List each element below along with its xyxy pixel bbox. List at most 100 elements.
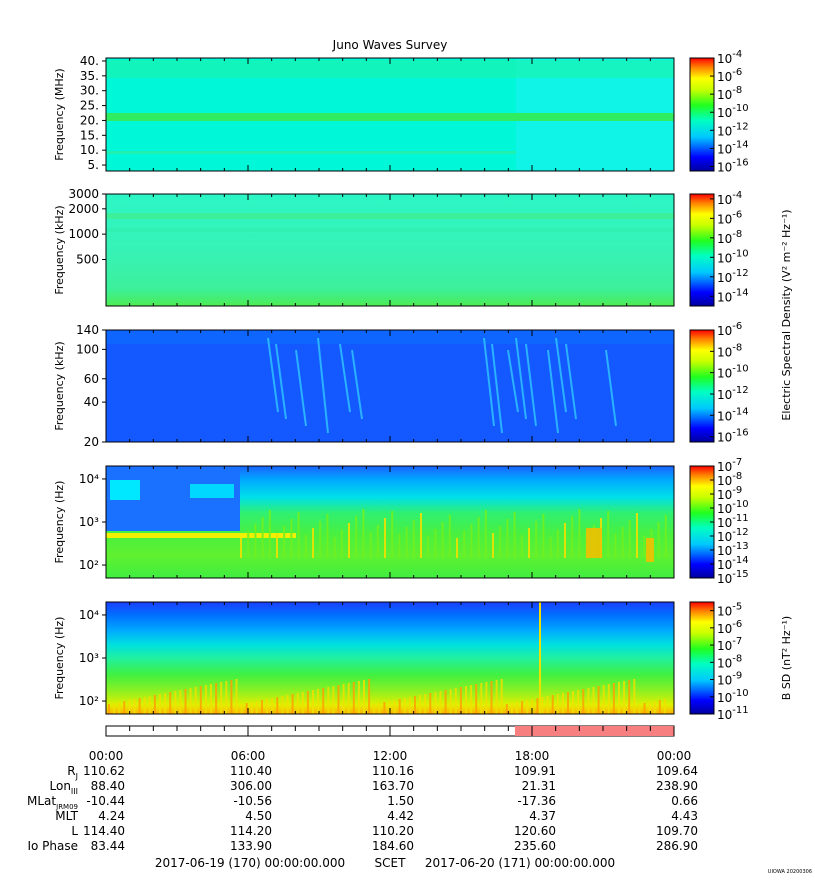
colorbar-tick-label: 10-6 — [717, 619, 742, 636]
colorbar-tick-label: 10-12 — [717, 121, 749, 138]
panel-khz-high-spectrogram — [105, 193, 675, 307]
spike — [348, 523, 350, 558]
spike — [607, 684, 610, 714]
panel-e-low-spikes — [240, 509, 667, 562]
spike — [465, 686, 467, 714]
spike — [340, 530, 343, 558]
colorbar-tick-label: 10-12 — [717, 385, 749, 402]
ephemeris-value: 235.60 — [514, 839, 556, 853]
y-tick-label: 1000 — [68, 227, 99, 241]
y-axis-label: Frequency (kHz) — [53, 205, 66, 294]
spike — [490, 681, 493, 714]
colorbar-tick-label: 10-4 — [717, 49, 742, 66]
y-tick-label: 60 — [84, 372, 99, 386]
spike — [444, 690, 447, 714]
colorbar-tick-label: 10-10 — [717, 499, 749, 516]
ephemeris-value: 88.40 — [91, 779, 125, 793]
y-tick-label: 10² — [79, 694, 99, 708]
spike — [623, 681, 626, 714]
spike — [516, 702, 518, 714]
burst-streak — [275, 343, 287, 420]
spike — [240, 704, 243, 714]
spike — [456, 538, 458, 558]
colorbar-tick-label: 10-14 — [717, 555, 749, 572]
spike — [628, 680, 631, 714]
spike — [342, 684, 345, 714]
y-tick-label: 40 — [84, 395, 99, 409]
spike — [179, 690, 182, 714]
spike — [513, 512, 516, 558]
spike — [276, 697, 279, 714]
spike — [653, 701, 656, 714]
colorbar-tick-label: 10-16 — [717, 428, 749, 445]
burst-streak — [317, 337, 329, 434]
panel-mhz-spectrogram — [105, 57, 675, 172]
spike — [439, 691, 442, 714]
spike — [383, 702, 386, 714]
spike — [148, 696, 151, 714]
spike — [556, 694, 559, 714]
ephemeris-value: -10.44 — [86, 794, 125, 808]
ephemeris-row-label: MLT — [55, 809, 78, 823]
ephemeris-value: -10.56 — [233, 794, 272, 808]
y-tick-label: 3000 — [68, 187, 99, 201]
y-tick-label: 100 — [76, 342, 99, 356]
spike — [357, 681, 360, 714]
spike — [571, 516, 574, 558]
burst-streak — [605, 349, 617, 427]
spike — [475, 684, 478, 714]
footer-start-time: 2017-06-19 (170) 00:00:00.000 — [155, 856, 345, 870]
spike — [317, 689, 320, 714]
y-tick-label: 10. — [80, 143, 99, 157]
spike — [184, 689, 187, 714]
spike — [577, 690, 580, 714]
colorbar-tick-label: 10-12 — [717, 527, 749, 544]
spike — [398, 699, 401, 714]
spike — [612, 683, 615, 714]
spike — [567, 692, 569, 714]
footer-scet: SCET — [375, 856, 407, 870]
spike — [454, 688, 457, 714]
spike — [247, 531, 250, 558]
spike — [441, 522, 444, 558]
spike — [189, 688, 192, 714]
time-label: 18:00 — [515, 749, 550, 763]
spike — [648, 702, 651, 714]
spike — [271, 698, 274, 714]
colorbar-tick-label: 10-16 — [717, 157, 749, 174]
colorbar-tick-label: 10-6 — [717, 67, 742, 84]
colorbar-tick-label: 10-10 — [717, 688, 749, 705]
footer-end-time: 2017-06-20 (171) 00:00:00.000 — [425, 856, 615, 870]
spike-cluster — [646, 538, 654, 562]
spike — [405, 527, 408, 558]
colorbar-label-magnetic: B SD (nT² Hz⁻¹) — [780, 616, 793, 700]
spike — [174, 691, 177, 714]
spike — [333, 537, 336, 558]
y-axis-label: Frequency (Hz) — [53, 481, 66, 564]
colorbar-tick-label: 10-8 — [717, 342, 742, 359]
y-tick-label: 35. — [80, 69, 99, 83]
colorbar-tick-label: 10-8 — [717, 471, 742, 488]
colorbar-tick-label: 10-7 — [717, 457, 742, 474]
colorbar-tick-label: 10-11 — [717, 513, 749, 530]
spike — [463, 531, 466, 558]
spike — [286, 695, 289, 714]
panel-b-low-event-line — [539, 602, 541, 714]
spike — [505, 704, 508, 714]
spike — [312, 690, 314, 714]
colorbars: 10-1610-1410-1210-1010-810-610-410-1410-… — [689, 49, 749, 722]
ephemeris-value: 286.90 — [656, 839, 698, 853]
panel-mhz-band-8mhz — [106, 151, 516, 154]
spike — [296, 693, 299, 714]
spike — [536, 698, 539, 714]
spike — [510, 703, 513, 714]
spike — [419, 695, 422, 714]
spike — [276, 533, 278, 558]
spike — [602, 685, 605, 714]
colorbar-tick-label: 10-9 — [717, 485, 742, 502]
ephemeris-value: 109.70 — [656, 824, 698, 838]
burst-streak — [525, 343, 537, 427]
ephemeris-row-label: RJ — [67, 764, 78, 781]
spike — [638, 704, 641, 714]
